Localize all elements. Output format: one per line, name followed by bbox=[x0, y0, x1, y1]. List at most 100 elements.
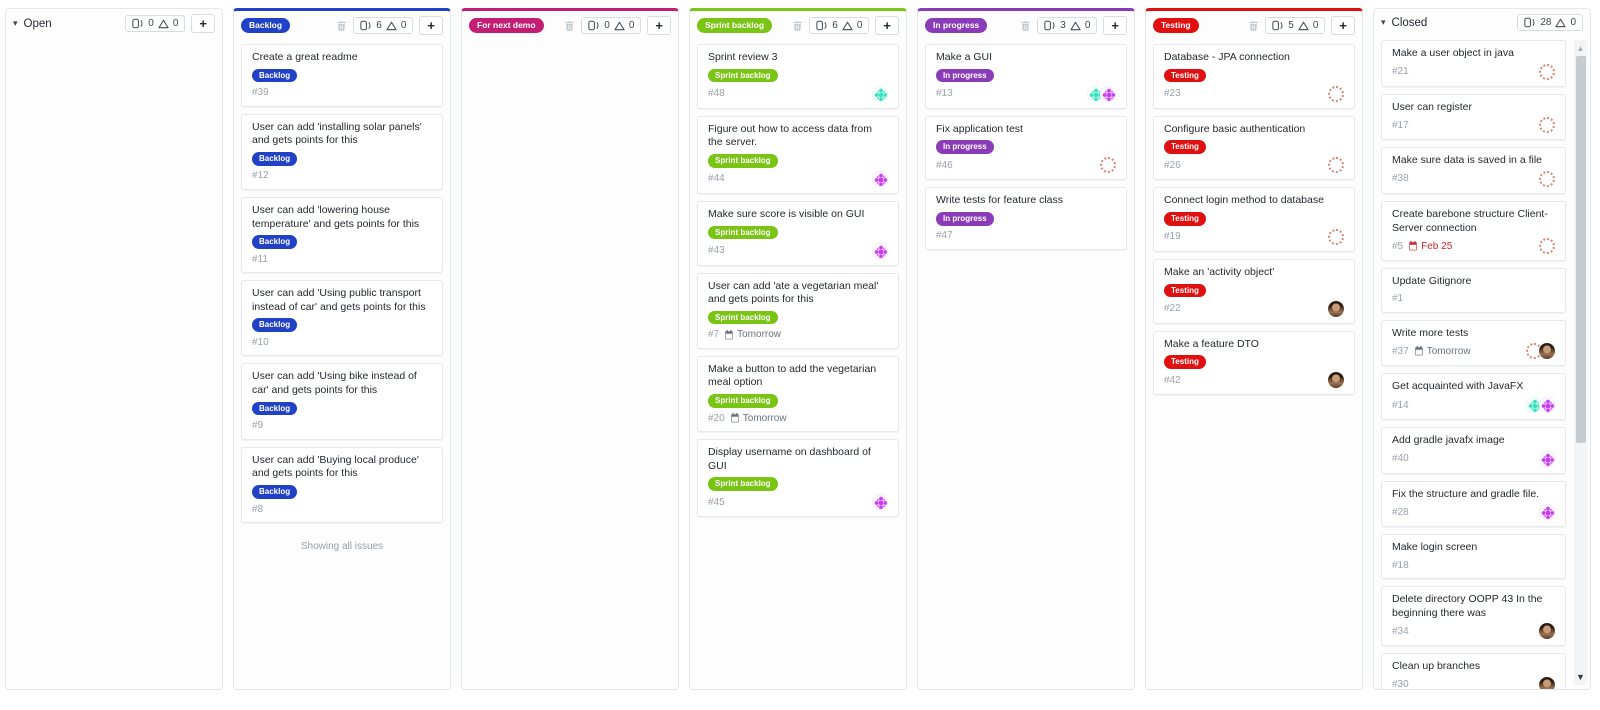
issue-number: #23 bbox=[1164, 88, 1181, 100]
trash-icon[interactable] bbox=[792, 20, 803, 32]
add-card-button[interactable]: + bbox=[1103, 16, 1127, 35]
scroll-thumb[interactable] bbox=[1575, 56, 1586, 443]
avatar-stack bbox=[1539, 170, 1555, 187]
issues-count: 0 bbox=[604, 20, 610, 31]
issue-card[interactable]: Make a button to add the vegetarian meal… bbox=[697, 355, 899, 433]
points-count-icon bbox=[1298, 21, 1309, 31]
issue-card[interactable]: Make sure data is saved in a file #38 bbox=[1381, 147, 1566, 194]
issue-number: #45 bbox=[708, 496, 725, 508]
issue-card[interactable]: Add gradle javafx image #40 bbox=[1381, 427, 1566, 474]
issues-count: 0 bbox=[148, 18, 154, 29]
issue-card[interactable]: Make an 'activity object' Testing #22 bbox=[1153, 258, 1355, 324]
avatar bbox=[1100, 157, 1116, 174]
scroll-down-button[interactable]: ▼ bbox=[1576, 672, 1585, 682]
issue-card[interactable]: Fix the structure and gradle file. #28 bbox=[1381, 480, 1566, 528]
issue-card[interactable]: User can add 'ate a vegetarian meal' and… bbox=[697, 272, 899, 349]
issue-card[interactable]: Clean up branches #30 bbox=[1381, 653, 1566, 689]
issue-card[interactable]: Make login screen #18 bbox=[1381, 534, 1566, 580]
trash-icon[interactable] bbox=[564, 20, 575, 32]
add-card-button[interactable]: + bbox=[875, 16, 899, 35]
card-title: Make a button to add the vegetarian meal… bbox=[708, 362, 877, 389]
issues-count: 3 bbox=[1060, 20, 1066, 31]
trash-icon[interactable] bbox=[1020, 20, 1031, 32]
issue-number: #17 bbox=[1392, 119, 1409, 131]
issue-card[interactable]: User can register #17 bbox=[1381, 93, 1566, 141]
add-card-button[interactable]: + bbox=[419, 16, 443, 35]
issue-card[interactable]: Make a user object in java #21 bbox=[1381, 40, 1566, 87]
trash-icon[interactable] bbox=[1248, 20, 1259, 32]
card-label: Backlog bbox=[252, 401, 298, 416]
card-meta: #46 bbox=[936, 157, 1116, 174]
issue-number: #47 bbox=[936, 230, 953, 242]
avatar-stack bbox=[1539, 623, 1555, 640]
column-title[interactable]: ▾ Closed bbox=[1381, 17, 1427, 29]
column-label-pill: In progress bbox=[925, 17, 988, 34]
issue-card[interactable]: Delete directory OOPP 43 In the beginnin… bbox=[1381, 586, 1566, 647]
avatar-stack bbox=[1328, 157, 1344, 174]
trash-icon[interactable] bbox=[336, 20, 347, 32]
column-counters: 28 0 bbox=[1517, 14, 1583, 31]
issue-card[interactable]: User can add 'installing solar panels' a… bbox=[241, 113, 443, 190]
add-card-button[interactable]: + bbox=[191, 14, 215, 33]
add-card-button[interactable]: + bbox=[647, 16, 671, 35]
issue-card[interactable]: Make sure score is visible on GUI Sprint … bbox=[697, 200, 899, 266]
avatar-stack bbox=[1328, 372, 1344, 389]
issue-card[interactable]: Get acquainted with JavaFX #14 bbox=[1381, 373, 1566, 421]
avatar bbox=[872, 85, 888, 102]
card-meta: #47 bbox=[936, 229, 1116, 243]
issue-card[interactable]: User can add 'Buying local produce' and … bbox=[241, 446, 443, 524]
issue-card[interactable]: Make a feature DTO Testing #42 bbox=[1153, 330, 1355, 396]
column-name: Closed bbox=[1391, 16, 1428, 29]
card-meta: #22 bbox=[1164, 300, 1344, 317]
issue-card[interactable]: Write tests for feature class In progress… bbox=[925, 187, 1127, 250]
issue-card[interactable]: Configure basic authentication Testing #26 bbox=[1153, 115, 1355, 181]
issue-card[interactable]: User can add 'Using bike instead of car'… bbox=[241, 363, 443, 440]
issue-number: #20 bbox=[708, 412, 725, 424]
avatar bbox=[1087, 85, 1103, 102]
avatar-stack bbox=[1539, 117, 1555, 134]
add-card-button[interactable]: + bbox=[1331, 16, 1355, 35]
caret-down-icon: ▾ bbox=[13, 18, 18, 28]
issue-card[interactable]: Sprint review 3 Sprint backlog #48 bbox=[697, 44, 899, 109]
issue-card[interactable]: User can add 'lowering house temperature… bbox=[241, 196, 443, 274]
column-title[interactable]: ▾ Open bbox=[13, 18, 52, 30]
issue-number: #21 bbox=[1392, 66, 1409, 78]
issue-card[interactable]: Display username on dashboard of GUI Spri… bbox=[697, 439, 899, 518]
column-body bbox=[462, 40, 678, 689]
card-label: Sprint backlog bbox=[708, 310, 778, 325]
card-label: In progress bbox=[936, 211, 994, 226]
card-title: Write tests for feature class bbox=[936, 194, 1064, 207]
column-footer: Showing all issues bbox=[300, 541, 384, 553]
issue-card[interactable]: Write more tests #37 Tomorrow bbox=[1381, 319, 1566, 367]
issue-card[interactable]: Database - JPA connection Testing #23 bbox=[1153, 44, 1355, 109]
card-title: Create barebone structure Client-Server … bbox=[1392, 207, 1548, 234]
card-meta: #20 Tomorrow bbox=[708, 411, 888, 425]
calendar-icon bbox=[724, 329, 734, 340]
issue-card[interactable]: Make a GUI In progress #13 bbox=[925, 44, 1127, 109]
issue-number: #26 bbox=[1164, 159, 1181, 171]
avatar bbox=[1539, 343, 1555, 360]
issue-card[interactable]: Figure out how to access data from the s… bbox=[697, 115, 899, 194]
card-meta: #40 bbox=[1392, 450, 1555, 467]
scrollbar[interactable]: ▲ ▼ bbox=[1574, 40, 1587, 685]
card-meta: #10 bbox=[252, 335, 432, 349]
issue-card[interactable]: User can add 'Using public transport ins… bbox=[241, 280, 443, 357]
issue-card[interactable]: Fix application test In progress #46 bbox=[925, 115, 1127, 181]
issue-number: #38 bbox=[1392, 173, 1409, 185]
points-count: 0 bbox=[1570, 17, 1576, 28]
avatar-stack bbox=[1539, 504, 1555, 521]
card-title: Make a user object in java bbox=[1392, 47, 1514, 59]
issue-card[interactable]: Create barebone structure Client-Server … bbox=[1381, 200, 1566, 262]
issue-number: #7 bbox=[708, 329, 720, 341]
column-header-actions: 28 0 bbox=[1517, 14, 1583, 31]
card-label: Testing bbox=[1164, 68, 1206, 83]
issue-card[interactable]: Update Gitignore #1 bbox=[1381, 268, 1566, 313]
issue-card[interactable]: Connect login method to database Testing #… bbox=[1153, 187, 1355, 252]
issue-number: #37 bbox=[1392, 345, 1409, 357]
card-label: Sprint backlog bbox=[708, 394, 778, 408]
scroll-up-button[interactable]: ▲ bbox=[1576, 43, 1585, 53]
issue-number: #8 bbox=[252, 503, 264, 515]
issue-card[interactable]: Create a great readme Backlog #39 bbox=[241, 44, 443, 107]
column-header: For next demo 0 0 + bbox=[462, 11, 678, 40]
due-date: Feb 25 bbox=[1408, 241, 1452, 252]
